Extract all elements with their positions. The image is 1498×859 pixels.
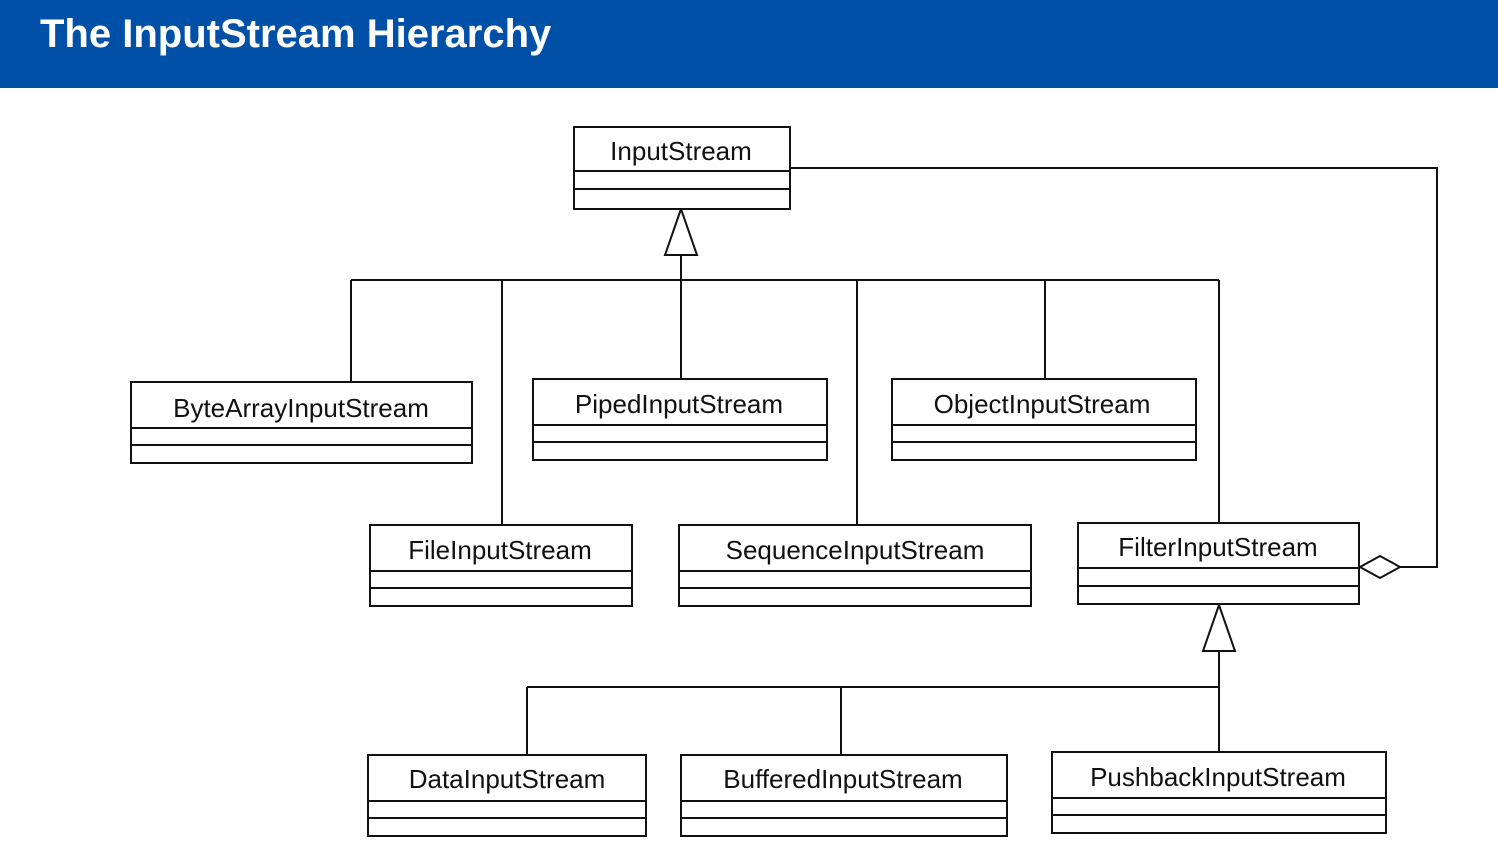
class-box-fileinputstream: [369, 524, 633, 607]
class-name-pipedinputstream: PipedInputStream: [575, 389, 783, 419]
aggregation-diamond: [1357, 554, 1403, 580]
class-box-datainputstream: [367, 754, 647, 837]
class-name-objectinputstream: ObjectInputStream: [934, 389, 1151, 419]
class-name-pushbackinputstream: PushbackInputStream: [1090, 762, 1346, 792]
class-box-pushbackinputstream: [1051, 751, 1387, 834]
class-name-inputstream: InputStream: [610, 136, 752, 166]
class-name-datainputstream: DataInputStream: [409, 764, 606, 794]
inheritance-connectors-filterinputstream: [526, 651, 1220, 755]
class-box-bufferedinputstream: [680, 754, 1008, 837]
class-name-fileinputstream: FileInputStream: [408, 535, 592, 565]
class-box-bytearrayinputstream: [130, 381, 473, 464]
class-box-objectinputstream: [891, 378, 1197, 461]
generalization-arrow-inputstream: [663, 205, 699, 256]
class-box-pipedinputstream: [532, 378, 828, 461]
title-bar: The InputStream Hierarchy: [0, 0, 1498, 88]
class-name-sequenceinputstream: SequenceInputStream: [726, 535, 985, 565]
class-name-bytearrayinputstream: ByteArrayInputStream: [173, 393, 429, 423]
class-box-sequenceinputstream: [678, 524, 1032, 607]
slide-title: The InputStream Hierarchy: [40, 12, 552, 56]
class-name-filterinputstream: FilterInputStream: [1118, 532, 1317, 562]
generalization-arrow-filterinputstream: [1201, 601, 1237, 652]
inheritance-connectors-inputstream: [350, 255, 1220, 525]
class-box-filterinputstream: [1077, 522, 1360, 605]
class-box-inputstream: [573, 126, 791, 210]
class-name-bufferedinputstream: BufferedInputStream: [723, 764, 962, 794]
aggregation-connector: [790, 167, 1438, 580]
